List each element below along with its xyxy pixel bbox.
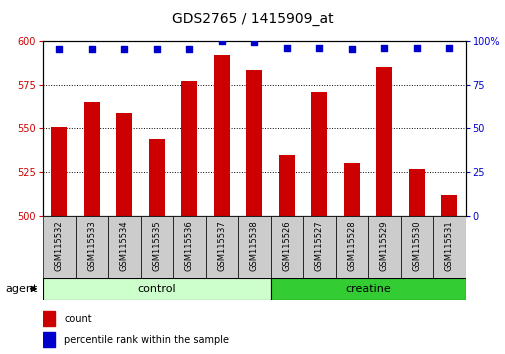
Text: count: count bbox=[64, 314, 92, 324]
Point bbox=[153, 47, 161, 52]
Text: GSM115537: GSM115537 bbox=[217, 220, 226, 271]
Bar bbox=[245, 70, 262, 216]
Text: GDS2765 / 1415909_at: GDS2765 / 1415909_at bbox=[172, 12, 333, 27]
Bar bbox=[311, 92, 327, 216]
Bar bbox=[440, 195, 457, 216]
Bar bbox=[83, 102, 99, 216]
Text: GSM115536: GSM115536 bbox=[184, 220, 193, 271]
Point bbox=[185, 47, 193, 52]
Bar bbox=[43, 216, 75, 278]
Bar bbox=[140, 216, 173, 278]
Text: GSM115533: GSM115533 bbox=[87, 220, 96, 271]
Bar bbox=[116, 113, 132, 216]
Point bbox=[347, 47, 355, 52]
Text: GSM115535: GSM115535 bbox=[152, 220, 161, 271]
Point bbox=[250, 40, 258, 45]
Point bbox=[412, 45, 420, 51]
Bar bbox=[302, 216, 335, 278]
Bar bbox=[400, 216, 432, 278]
Bar bbox=[343, 164, 359, 216]
Bar bbox=[213, 55, 229, 216]
Bar bbox=[237, 216, 270, 278]
Bar bbox=[108, 216, 140, 278]
Text: GSM115538: GSM115538 bbox=[249, 220, 258, 271]
Text: GSM115527: GSM115527 bbox=[314, 220, 323, 271]
Bar bbox=[75, 216, 108, 278]
Point bbox=[444, 45, 452, 51]
Bar bbox=[173, 216, 205, 278]
Bar bbox=[375, 67, 391, 216]
Bar bbox=[270, 216, 302, 278]
Point bbox=[87, 47, 95, 52]
Bar bbox=[205, 216, 237, 278]
Text: GSM115531: GSM115531 bbox=[444, 220, 453, 271]
Bar bbox=[408, 169, 424, 216]
Point bbox=[282, 45, 290, 51]
Bar bbox=[367, 216, 400, 278]
Text: GSM115534: GSM115534 bbox=[120, 220, 128, 271]
Bar bbox=[51, 127, 67, 216]
Text: agent: agent bbox=[5, 284, 37, 294]
Bar bbox=[43, 311, 55, 326]
Bar bbox=[432, 216, 465, 278]
Point bbox=[379, 45, 387, 51]
Bar bbox=[43, 332, 55, 347]
Point bbox=[120, 47, 128, 52]
Text: GSM115532: GSM115532 bbox=[55, 220, 64, 271]
Point bbox=[315, 45, 323, 51]
Text: GSM115530: GSM115530 bbox=[412, 220, 421, 271]
Text: GSM115528: GSM115528 bbox=[346, 220, 356, 271]
Text: GSM115526: GSM115526 bbox=[282, 220, 291, 271]
Text: creatine: creatine bbox=[344, 284, 390, 294]
Point bbox=[55, 47, 63, 52]
Bar bbox=[148, 139, 165, 216]
Bar bbox=[43, 278, 270, 300]
Text: control: control bbox=[137, 284, 176, 294]
Bar bbox=[278, 155, 294, 216]
Bar bbox=[335, 216, 367, 278]
Text: percentile rank within the sample: percentile rank within the sample bbox=[64, 335, 229, 345]
Point bbox=[217, 38, 225, 44]
Bar bbox=[181, 81, 197, 216]
Bar bbox=[270, 278, 465, 300]
Text: GSM115529: GSM115529 bbox=[379, 221, 388, 271]
